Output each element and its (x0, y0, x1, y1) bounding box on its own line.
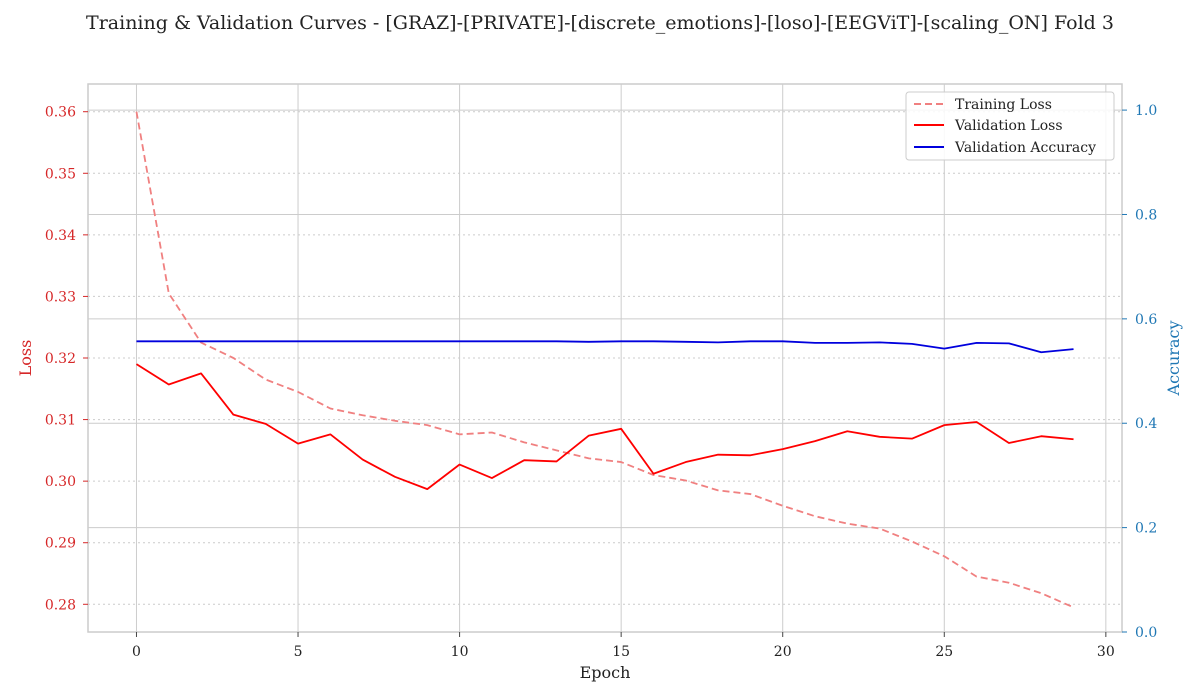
x-tick-label: 15 (612, 644, 630, 660)
y-left-tick-label: 0.35 (45, 166, 76, 182)
y-left-tick-label: 0.34 (45, 228, 76, 244)
legend-label-training-loss: Training Loss (955, 97, 1052, 113)
y-left-tick-label: 0.30 (45, 474, 76, 490)
training-loss-line (135, 111, 1074, 609)
x-tick-label: 0 (132, 644, 141, 660)
ticks: 0 5 10 15 20 25 30 0.28 0.29 0.30 0.31 0.32 0.33 0.34… (45, 103, 1158, 660)
x-tick-label: 10 (451, 644, 469, 660)
x-axis-label: Epoch (580, 663, 631, 682)
y-left-tick-label: 0.28 (45, 597, 76, 613)
validation-accuracy-line (136, 340, 1074, 354)
y-left-axis-label: Loss (16, 340, 35, 377)
y-right-axis-label: Accuracy (1164, 321, 1183, 397)
y-left-tick-label: 0.29 (45, 536, 76, 552)
y-right-tick-label: 0.0 (1135, 625, 1157, 641)
y-left-tick-label: 0.32 (45, 351, 76, 367)
y-left-tick-label: 0.36 (45, 105, 76, 121)
y-right-tick-label: 1.0 (1135, 103, 1157, 119)
x-tick-label: 25 (935, 644, 953, 660)
validation-loss-line (135, 363, 1074, 491)
legend-box (905, 91, 1115, 161)
y-left-tick-label: 0.31 (45, 413, 76, 429)
y-right-tick-label: 0.6 (1135, 312, 1157, 328)
y-right-tick-label: 0.4 (1135, 416, 1157, 432)
legend-label-validation-loss: Validation Loss (954, 118, 1063, 134)
y-left-tick-label: 0.33 (45, 289, 76, 305)
chart-title: Training & Validation Curves - [GRAZ]-[P… (86, 12, 1114, 34)
x-tick-label: 30 (1097, 644, 1115, 660)
x-tick-label: 5 (294, 644, 303, 660)
y-right-tick-label: 0.2 (1135, 521, 1157, 537)
legend: Training Loss Validation Loss Validation… (905, 91, 1115, 161)
y-right-tick-label: 0.8 (1135, 207, 1157, 223)
grid (88, 84, 1122, 633)
x-tick-label: 20 (774, 644, 792, 660)
series-layer (135, 111, 1074, 609)
legend-label-validation-accuracy: Validation Accuracy (954, 140, 1096, 156)
